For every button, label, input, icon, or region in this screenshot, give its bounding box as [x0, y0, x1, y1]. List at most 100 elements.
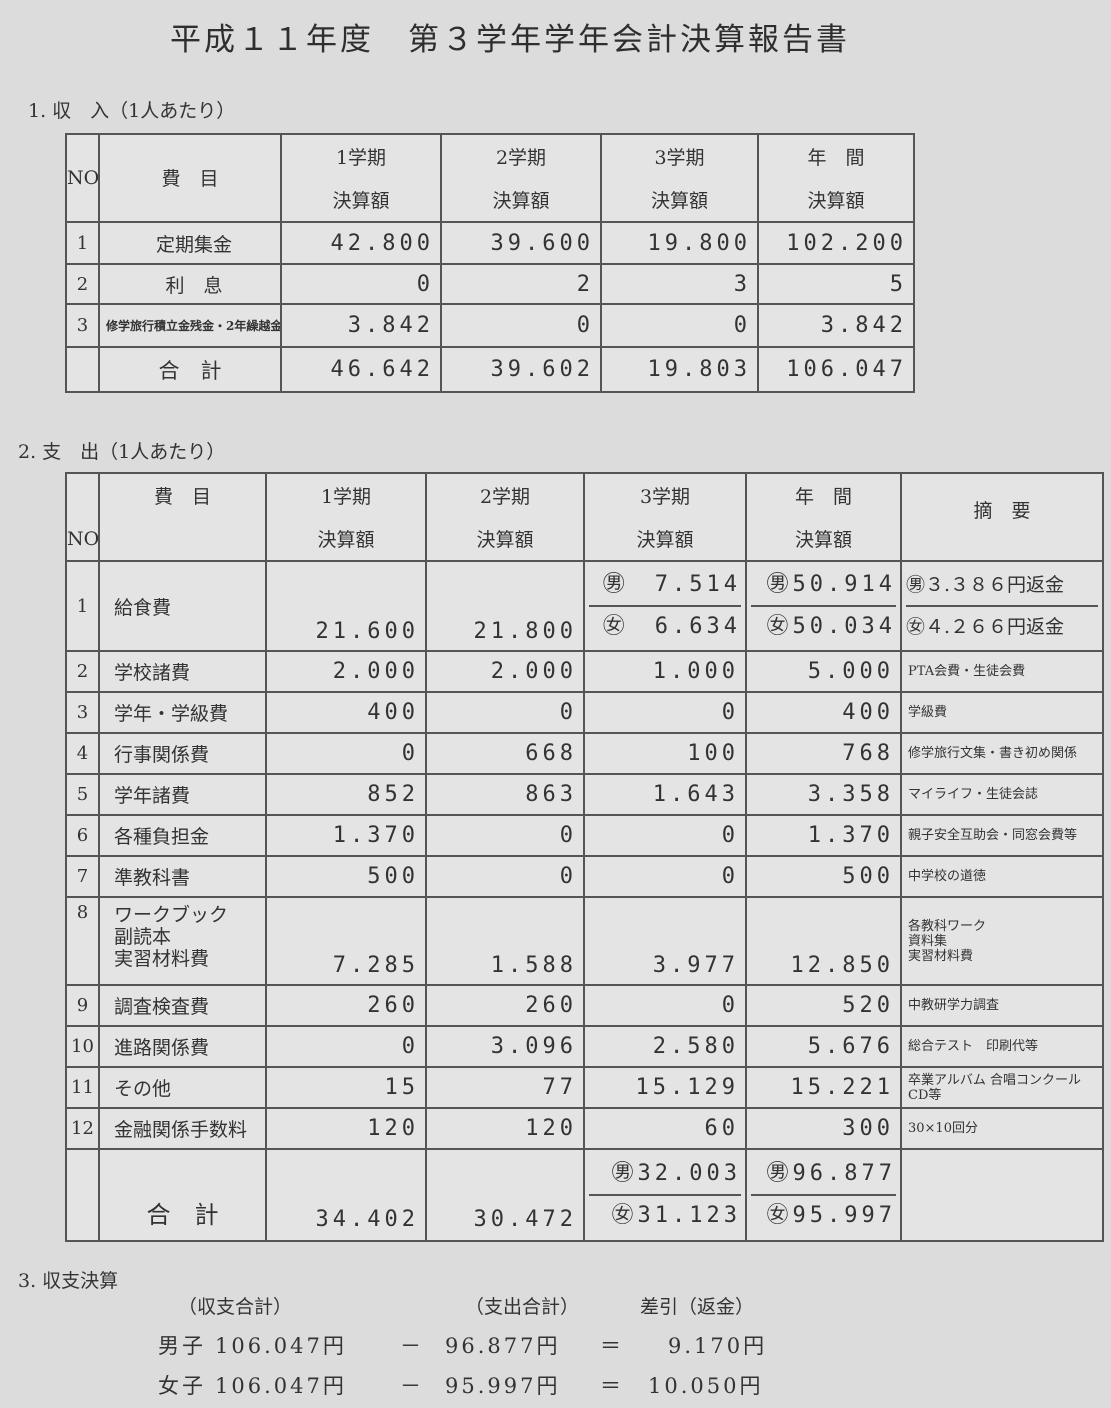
row-value: 3.358: [745, 773, 902, 816]
row-value: 15.221: [745, 1066, 902, 1109]
document-title: 平成１１年度 第３学年学年会計決算報告書: [170, 22, 850, 58]
balance-col-diff: 差引（返金）: [640, 1296, 755, 1318]
total-year-female: ㊛95.997: [766, 1203, 896, 1228]
row-value: 5.676: [745, 1025, 902, 1068]
row-value: 5: [757, 263, 915, 305]
total-row: 合 計 46.642 39.602 19.803 106.047: [65, 346, 915, 393]
header-item: 費 目: [98, 472, 267, 517]
row-value: 2: [440, 263, 602, 305]
row-value: 2.000: [425, 650, 585, 693]
table-row: 3 修学旅行積立金残金・2年繰越金 3.842 0 0 3.842: [65, 303, 915, 348]
row-value: 3.977: [583, 896, 747, 986]
table-row: 6 各種負担金 1.370 0 0 1.370 親子安全互助会・同窓会費等: [65, 814, 1104, 857]
income-heading: 1. 収 入（1人あたり）: [28, 100, 236, 122]
table-row: 7 準教科書 500 0 0 500 中学校の道徳: [65, 855, 1104, 898]
total-value: 19.803: [600, 346, 759, 393]
row-value: 668: [425, 732, 585, 775]
row-remark: マイライフ・生徒会誌: [900, 773, 1104, 816]
row-value: 3.842: [757, 303, 915, 348]
row-value: 19.800: [600, 221, 759, 265]
row-value: 0: [583, 691, 747, 734]
header-term1: 1学期: [280, 133, 442, 178]
row-term1: 21.600: [265, 560, 427, 652]
table-row: 1 定期集金 42.800 39.600 19.800 102.200: [65, 221, 915, 265]
row-remark: 30×10回分: [900, 1107, 1104, 1150]
row-no: 1: [65, 560, 100, 652]
row-no: 7: [65, 855, 100, 898]
row-value: 77: [425, 1066, 585, 1109]
row-value: 39.600: [440, 221, 602, 265]
row-remark: 学級費: [900, 691, 1104, 734]
header-year: 年 間: [745, 472, 902, 517]
balance-label: 女子: [158, 1374, 206, 1398]
row-no: 2: [65, 650, 100, 693]
row-no: 1: [65, 221, 100, 265]
row-value: 0: [265, 1025, 427, 1068]
row-year-female: ㊛50.034: [766, 614, 896, 639]
row-value: 0: [440, 303, 602, 348]
table-row: 5 学年諸費 852 863 1.643 3.358 マイライフ・生徒会誌: [65, 773, 1104, 816]
row-value: 0: [425, 855, 585, 898]
balance-diff: 10.050円: [648, 1374, 764, 1398]
header-no: NO: [65, 156, 100, 201]
row-item: 学年諸費: [98, 773, 267, 816]
row-value: 7.285: [265, 896, 427, 986]
row-item: 利 息: [98, 263, 282, 305]
expense-heading: 2. 支 出（1人あたり）: [18, 441, 226, 463]
row-item: 給食費: [98, 560, 267, 652]
row-item: 学校諸費: [98, 650, 267, 693]
row-remark: PTA会費・生徒会費: [900, 650, 1104, 693]
header-term3: 3学期: [583, 472, 747, 517]
table-row: 3 学年・学級費 400 0 0 400 学級費: [65, 691, 1104, 734]
row-value: 3.842: [280, 303, 442, 348]
row-value: 400: [265, 691, 427, 734]
row-remark-male: ㊚３.３８６円返金: [906, 565, 1098, 607]
table-row: 1 給食費 21.600 21.800 ㊚ 7.514 ㊛ 6.634 ㊚50.9…: [65, 560, 1104, 652]
row-value: 1.643: [583, 773, 747, 816]
row-value: 3: [600, 263, 759, 305]
row-value: 60: [583, 1107, 747, 1150]
row-value: 260: [425, 984, 585, 1027]
row-value: 100: [583, 732, 747, 775]
row-value: 102.200: [757, 221, 915, 265]
expense-table: 費 目 1学期 2学期 3学期 年 間 摘 要 NO 決算額 決算額 決算額 決…: [65, 472, 1104, 1242]
row-value: 120: [425, 1107, 585, 1150]
header-sub: 決算額: [265, 517, 427, 562]
row-value: 120: [265, 1107, 427, 1150]
row-item: 金融関係手数料: [98, 1107, 267, 1150]
header-sub: 決算額: [440, 178, 602, 223]
row-term3-female: ㊛ 6.634: [602, 614, 741, 639]
row-remark: 修学旅行文集・書き初め関係: [900, 732, 1104, 775]
header-sub: 決算額: [583, 517, 747, 562]
row-year-male: ㊚50.914: [751, 565, 896, 607]
row-item: 調査検査費: [98, 984, 267, 1027]
row-value: 500: [265, 855, 427, 898]
row-value: 0: [600, 303, 759, 348]
row-value: 0: [583, 814, 747, 857]
row-value: 1.000: [583, 650, 747, 693]
row-remark: 親子安全互助会・同窓会費等: [900, 814, 1104, 857]
balance-diff: 9.170円: [668, 1334, 768, 1358]
row-value: 260: [265, 984, 427, 1027]
row-item: 各種負担金: [98, 814, 267, 857]
total-label: 合 計: [98, 346, 282, 393]
row-value: 15: [265, 1066, 427, 1109]
header-sub: 決算額: [757, 178, 915, 223]
row-no: 6: [65, 814, 100, 857]
row-value: 12.850: [745, 896, 902, 986]
row-value: 768: [745, 732, 902, 775]
balance-heading: 3. 収支決算: [18, 1270, 119, 1292]
row-value: 2.580: [583, 1025, 747, 1068]
table-row: 2 学校諸費 2.000 2.000 1.000 5.000 PTA会費・生徒会費: [65, 650, 1104, 693]
row-remark: 中教研学力調査: [900, 984, 1104, 1027]
total-value: 106.047: [757, 346, 915, 393]
table-row: 8 ワークブック 副読本 実習材料費 7.285 1.588 3.977 12.850 各教…: [65, 896, 1104, 986]
total-row: 合 計 34.402 30.472 ㊚32.003 ㊛31.123 ㊚96.877 ㊛95.…: [65, 1148, 1104, 1242]
header-term2: 2学期: [440, 133, 602, 178]
row-value: 1.370: [265, 814, 427, 857]
row-no: 5: [65, 773, 100, 816]
table-row: 9 調査検査費 260 260 0 520 中教研学力調査: [65, 984, 1104, 1027]
total-label: 合 計: [98, 1148, 267, 1242]
row-no: 8: [65, 896, 100, 986]
header-term3: 3学期: [600, 133, 759, 178]
